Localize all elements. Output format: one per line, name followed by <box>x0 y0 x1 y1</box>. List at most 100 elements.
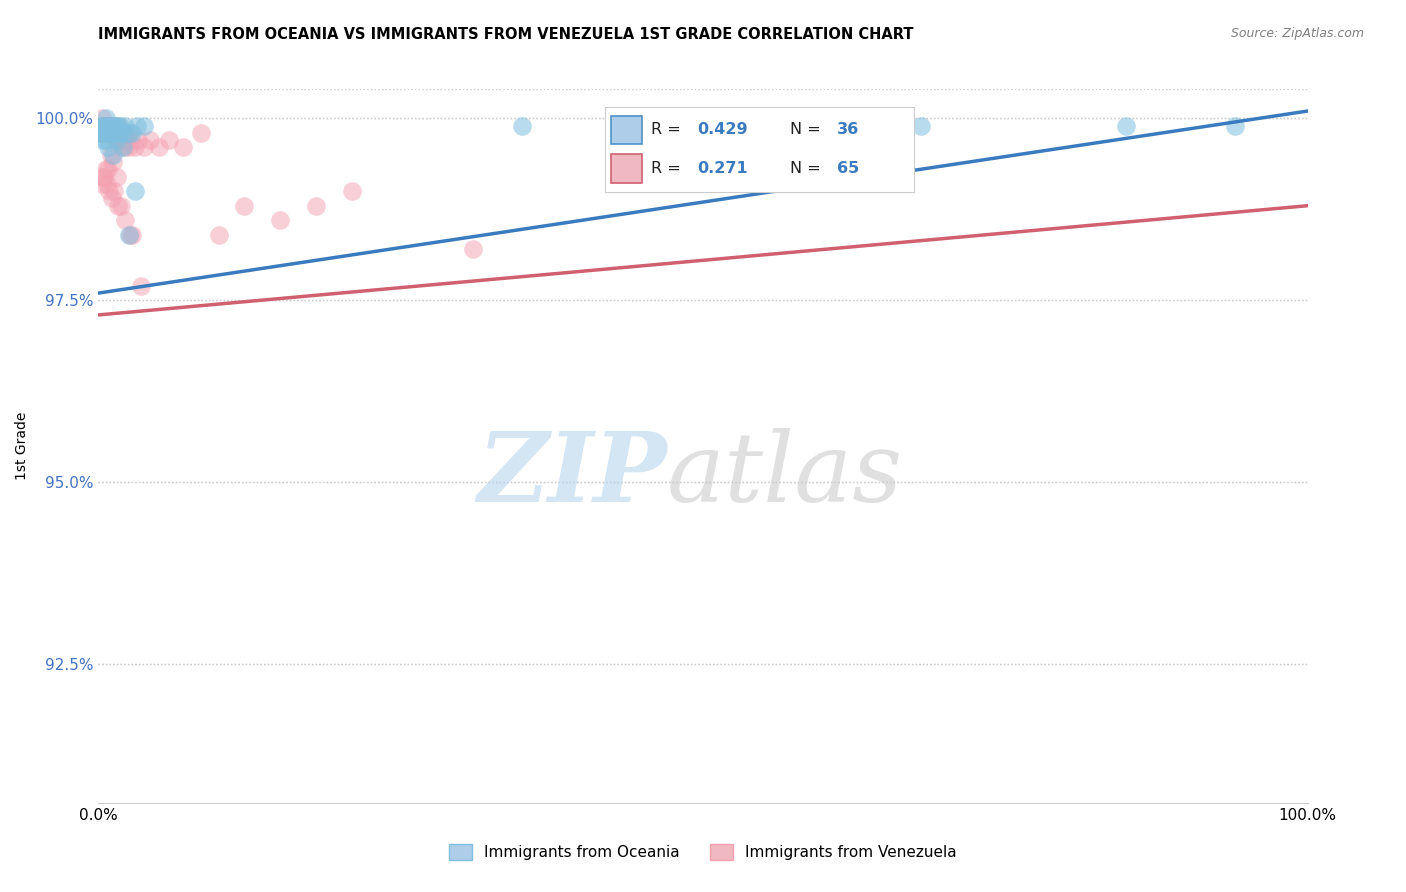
Point <box>97 126 120 140</box>
Point <box>105 126 128 140</box>
Point <box>134 140 156 154</box>
Point <box>111 126 134 140</box>
Point <box>93 119 115 133</box>
Point <box>139 133 162 147</box>
Point <box>103 119 125 133</box>
Point <box>111 133 134 147</box>
Point <box>111 140 134 154</box>
Point <box>96 119 118 133</box>
Point <box>105 133 128 147</box>
Point <box>97 119 120 133</box>
Point <box>118 126 141 140</box>
Point <box>127 133 149 147</box>
Point <box>342 184 364 198</box>
Text: 65: 65 <box>837 161 859 177</box>
Point <box>1223 119 1246 133</box>
Point <box>114 119 136 133</box>
Point <box>89 119 111 133</box>
Point <box>112 126 135 140</box>
Point <box>90 126 112 140</box>
Point <box>91 126 114 140</box>
Text: 0.271: 0.271 <box>697 161 748 177</box>
Point <box>269 213 291 227</box>
Point <box>96 177 118 191</box>
Point <box>91 126 114 140</box>
Point <box>127 119 149 133</box>
Text: IMMIGRANTS FROM OCEANIA VS IMMIGRANTS FROM VENEZUELA 1ST GRADE CORRELATION CHART: IMMIGRANTS FROM OCEANIA VS IMMIGRANTS FR… <box>98 27 914 42</box>
Point <box>104 119 127 133</box>
Point <box>110 140 132 154</box>
Point <box>910 119 932 133</box>
Point <box>107 126 129 140</box>
Point <box>120 133 142 147</box>
Point <box>121 227 143 242</box>
Point <box>190 126 212 140</box>
Point <box>104 126 127 140</box>
Point <box>105 133 128 147</box>
Point <box>108 119 131 133</box>
Point <box>100 119 122 133</box>
Point <box>93 169 115 184</box>
Point <box>91 133 114 147</box>
Point <box>101 119 124 133</box>
Point <box>101 147 124 161</box>
Text: R =: R = <box>651 161 681 177</box>
Point <box>118 227 141 242</box>
Text: atlas: atlas <box>666 427 903 522</box>
Point <box>105 169 128 184</box>
Point <box>107 199 129 213</box>
Point <box>89 126 111 140</box>
Point <box>124 140 146 154</box>
Point <box>117 126 139 140</box>
Point <box>103 133 125 147</box>
Point <box>93 126 115 140</box>
Point <box>118 227 141 242</box>
Point <box>172 140 194 154</box>
FancyBboxPatch shape <box>610 115 641 145</box>
Point <box>91 119 114 133</box>
Point <box>100 126 122 140</box>
Point <box>91 119 114 133</box>
Point <box>110 199 132 213</box>
Point <box>100 126 122 140</box>
Point <box>148 140 170 154</box>
Point <box>107 119 129 133</box>
Point <box>129 278 152 293</box>
Point <box>124 184 146 198</box>
Point <box>105 119 128 133</box>
Point <box>100 191 122 205</box>
Point <box>98 119 121 133</box>
Point <box>103 184 125 198</box>
Point <box>93 119 115 133</box>
Point <box>115 133 138 147</box>
Text: ZIP: ZIP <box>477 427 666 522</box>
Text: Source: ZipAtlas.com: Source: ZipAtlas.com <box>1230 27 1364 40</box>
Point <box>108 133 131 147</box>
Point <box>208 227 231 242</box>
Text: 36: 36 <box>837 122 859 137</box>
Point <box>118 140 141 154</box>
Point <box>97 140 120 154</box>
Point <box>98 126 121 140</box>
Point <box>91 119 114 133</box>
Point <box>91 112 114 126</box>
Point <box>94 119 117 133</box>
Point <box>108 126 131 140</box>
Text: N =: N = <box>790 122 821 137</box>
Legend: Immigrants from Oceania, Immigrants from Venezuela: Immigrants from Oceania, Immigrants from… <box>443 838 963 866</box>
Text: N =: N = <box>790 161 821 177</box>
Y-axis label: 1st Grade: 1st Grade <box>14 412 28 480</box>
Point <box>96 126 118 140</box>
FancyBboxPatch shape <box>610 154 641 183</box>
Point <box>134 119 156 133</box>
Point <box>305 199 328 213</box>
Point <box>157 133 180 147</box>
Point <box>90 119 112 133</box>
Point <box>101 155 124 169</box>
Point <box>94 133 117 147</box>
Point <box>94 162 117 177</box>
Point <box>97 126 120 140</box>
Point <box>101 126 124 140</box>
Point <box>94 112 117 126</box>
Point <box>98 184 121 198</box>
